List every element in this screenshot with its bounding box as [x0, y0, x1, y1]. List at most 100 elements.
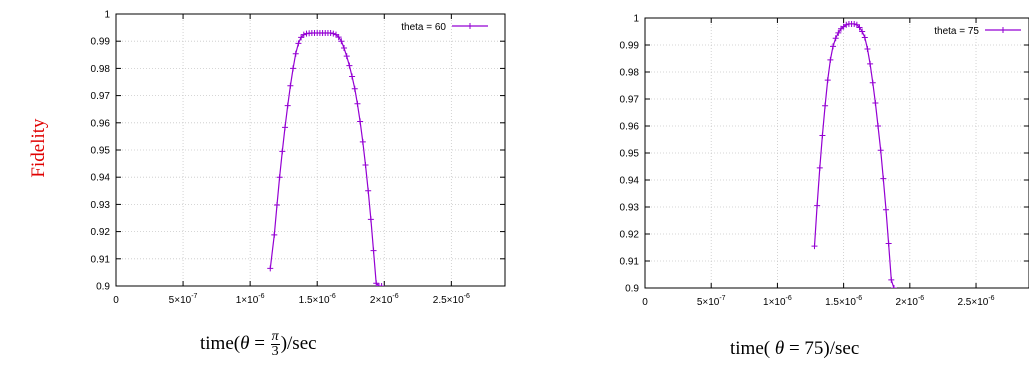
data-point: [292, 50, 299, 57]
data-point: [830, 43, 837, 50]
y-tick-label: 0.97: [91, 91, 111, 102]
data-point: [295, 40, 302, 47]
data-point: [373, 280, 380, 286]
x-tick-label: 1.5×10-6: [299, 293, 336, 306]
data-point: [357, 118, 364, 125]
y-tick-label: 0.93: [91, 200, 111, 211]
data-point: [330, 30, 337, 37]
data-point: [811, 243, 818, 250]
chart-theta-60: 0.9 0.91 0.92 0.93 0.94 0.95 0.96 0.97 0.98 0.99 1…: [91, 10, 506, 306]
data-point: [832, 35, 839, 42]
y-tick-label: 0.99: [620, 41, 640, 52]
data-point: [827, 56, 834, 63]
x-tick-label: 2.5×10-6: [957, 295, 994, 308]
x-tick-label: 2.5×10-6: [433, 293, 470, 306]
chart-theta-75: 0.9 0.91 0.92 0.93 0.94 0.95 0.96 0.97 0.98 0.99 1…: [620, 14, 1029, 308]
x-tick-label: 0: [113, 295, 119, 306]
data-point: [867, 60, 874, 67]
x-tick-label: 1×10-6: [236, 293, 265, 306]
data-point: [276, 174, 283, 181]
data-point: [877, 147, 884, 154]
y-tick-label: 0.98: [620, 68, 640, 79]
data-point: [882, 206, 889, 213]
y-tick-label: 0.9: [625, 284, 639, 295]
x-tick-label: 2×10-6: [370, 293, 399, 306]
y-tick-label: 0.97: [620, 95, 640, 106]
data-point: [824, 77, 831, 84]
data-point: [362, 161, 369, 168]
data-point: [875, 123, 882, 129]
data-point: [367, 216, 374, 223]
data-point: [349, 73, 356, 80]
y-tick-label: 0.94: [620, 176, 640, 187]
data-point: [359, 138, 366, 145]
data-point: [365, 187, 372, 194]
data-point: [885, 240, 892, 247]
data-point: [273, 201, 280, 208]
x-tick-label: 0: [642, 297, 648, 308]
data-point: [853, 21, 860, 28]
data-point: [267, 265, 274, 272]
y-tick-label: 0.96: [91, 118, 111, 129]
data-point: [338, 38, 345, 45]
legend-label: theta = 75: [934, 26, 979, 37]
legend-label: theta = 60: [401, 22, 446, 33]
y-axis-label: Fidelity: [28, 118, 49, 178]
y-tick-label: 1: [104, 10, 110, 21]
data-point: [816, 164, 823, 171]
x-tick-label: 2×10-6: [895, 295, 924, 308]
data-point: [869, 79, 876, 86]
data-point: [856, 24, 863, 31]
data-point: [298, 34, 305, 41]
data-point: [341, 45, 348, 51]
x-tick-label: 1.5×10-6: [825, 295, 862, 308]
series-line: [813, 23, 895, 288]
legend-marker: [467, 23, 473, 29]
x-tick-label: 5×10-7: [169, 293, 198, 306]
y-tick-label: 0.94: [91, 173, 111, 184]
data-point: [335, 34, 342, 41]
y-tick-label: 0.91: [91, 254, 111, 265]
y-tick-label: 0.9: [96, 282, 110, 293]
data-point: [282, 124, 289, 131]
data-point: [346, 62, 353, 69]
data-point: [287, 82, 294, 89]
y-tick-label: 0.99: [91, 37, 111, 48]
data-point: [814, 202, 821, 209]
data-point: [375, 283, 382, 286]
data-point: [872, 100, 879, 107]
x-tick-label: 1×10-6: [763, 295, 792, 308]
data-point: [279, 148, 286, 155]
data-point: [271, 231, 278, 238]
data-point: [378, 283, 385, 286]
y-tick-label: 0.91: [620, 257, 640, 268]
y-tick-label: 0.98: [91, 64, 111, 75]
data-point: [843, 21, 850, 28]
data-point: [351, 85, 358, 92]
data-point: [851, 20, 858, 27]
y-tick-label: 0.93: [620, 203, 640, 214]
data-point: [327, 30, 334, 37]
data-point: [880, 175, 887, 182]
y-tick-label: 0.95: [620, 149, 640, 160]
data-point: [859, 28, 866, 35]
data-point: [822, 102, 829, 109]
series-group: [811, 20, 897, 288]
x-axis-label-right: time( θ = 75)/sec: [730, 338, 860, 359]
y-tick-label: 0.96: [620, 122, 640, 133]
y-tick-label: 0.95: [91, 146, 111, 157]
data-point: [300, 31, 307, 38]
y-tick-label: 0.92: [620, 230, 640, 241]
data-point: [354, 100, 361, 107]
series-line: [269, 32, 382, 286]
legend-marker: [1000, 27, 1006, 33]
data-point: [888, 276, 895, 283]
series-group: [267, 30, 385, 286]
data-point: [343, 53, 350, 60]
y-tick-label: 0.92: [91, 227, 111, 238]
y-tick-label: 1: [633, 14, 639, 25]
data-point: [835, 29, 842, 36]
data-point: [819, 132, 826, 139]
